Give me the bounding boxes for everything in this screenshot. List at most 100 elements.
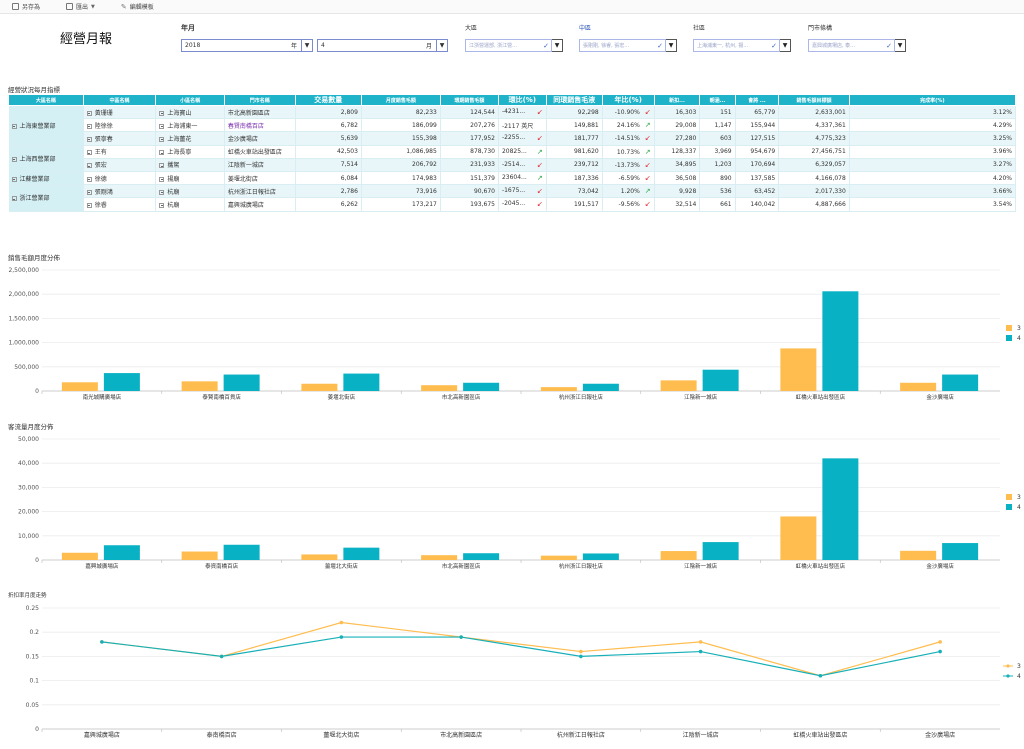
- bar-series-3[interactable]: [660, 380, 697, 391]
- collapse-icon[interactable]: [159, 189, 165, 195]
- collapse-icon[interactable]: [159, 136, 165, 142]
- bar-series-4[interactable]: [942, 543, 979, 560]
- bar-series-4[interactable]: [702, 542, 739, 560]
- mid-multiselect[interactable]: 張剛剛, 徐睿, 張宏... ✓ ▼: [579, 39, 677, 52]
- month-select[interactable]: 4 月 ▼: [317, 39, 448, 52]
- bar-series-4[interactable]: [343, 373, 380, 391]
- collapse-icon[interactable]: [86, 110, 92, 116]
- bar-series-4[interactable]: [223, 544, 260, 560]
- bar-series-3[interactable]: [780, 348, 817, 391]
- line-point[interactable]: [938, 649, 942, 654]
- chevron-down-icon[interactable]: ▼: [301, 40, 312, 51]
- bar-series-3[interactable]: [540, 555, 577, 560]
- column-header[interactable]: 門市名稱: [223, 94, 296, 106]
- bar-series-4[interactable]: [822, 291, 859, 391]
- bar-series-4[interactable]: [582, 383, 619, 391]
- column-header[interactable]: 銷售毛額目標額: [778, 94, 850, 106]
- column-header[interactable]: 小區名稱: [155, 94, 225, 106]
- bar-series-3[interactable]: [181, 551, 218, 560]
- region-cell[interactable]: 上海西營業部: [8, 145, 84, 172]
- column-header[interactable]: 朝涵...: [699, 94, 736, 106]
- bar-series-4[interactable]: [223, 374, 260, 391]
- collapse-icon[interactable]: [86, 202, 92, 208]
- line-point[interactable]: [698, 640, 703, 644]
- edit-template-button[interactable]: ✎ 編輯模板: [121, 2, 154, 12]
- bar-series-4[interactable]: [103, 373, 140, 391]
- column-header[interactable]: 年比(%): [601, 94, 655, 106]
- bar-series-4[interactable]: [103, 545, 140, 560]
- bar-series-3[interactable]: [61, 382, 98, 391]
- collapse-icon[interactable]: [159, 123, 165, 129]
- collapse-icon[interactable]: [159, 150, 165, 156]
- line-point[interactable]: [339, 620, 344, 625]
- area-field[interactable]: 江浙營運部, 浙江營... ✓: [465, 39, 552, 52]
- district-multiselect[interactable]: 上海浦東一, 杭州, 揚... ✓ ▼: [693, 39, 791, 52]
- line-point[interactable]: [219, 654, 224, 659]
- bar-series-4[interactable]: [822, 458, 859, 560]
- store-multiselect[interactable]: 嘉興城廣場店, 泰... ✓ ▼: [808, 39, 906, 52]
- bar-series-3[interactable]: [181, 381, 218, 391]
- chevron-down-icon[interactable]: ▼: [780, 39, 791, 52]
- export-button[interactable]: 匯出 ▼: [66, 2, 95, 11]
- collapse-icon[interactable]: [11, 156, 17, 162]
- collapse-icon[interactable]: [159, 176, 165, 182]
- bar-series-4[interactable]: [942, 374, 979, 391]
- collapse-icon[interactable]: [86, 163, 92, 169]
- chevron-down-icon[interactable]: ▼: [895, 39, 906, 52]
- line-point[interactable]: [698, 649, 703, 654]
- bar-series-3[interactable]: [900, 382, 937, 391]
- column-header[interactable]: 環比(%): [497, 94, 547, 106]
- year-select[interactable]: 2018 年 ▼: [181, 39, 313, 52]
- column-header[interactable]: 中區名稱: [82, 94, 157, 106]
- line-point[interactable]: [339, 635, 344, 639]
- line-point[interactable]: [579, 649, 583, 654]
- bar-series-4[interactable]: [702, 369, 739, 391]
- bar-series-3[interactable]: [61, 552, 98, 560]
- bar-series-3[interactable]: [421, 385, 458, 391]
- collapse-icon[interactable]: [86, 176, 92, 182]
- line-point[interactable]: [579, 654, 583, 659]
- save-as-button[interactable]: 另存為: [12, 2, 40, 11]
- bar-series-4[interactable]: [582, 553, 619, 560]
- region-cell[interactable]: 浙江營業部: [8, 184, 84, 212]
- district-field[interactable]: 上海浦東一, 杭州, 揚... ✓: [693, 39, 780, 52]
- collapse-icon[interactable]: [159, 202, 165, 208]
- collapse-icon[interactable]: [11, 176, 17, 182]
- bar-series-3[interactable]: [540, 387, 577, 391]
- region-cell[interactable]: 江蘇營業部: [8, 171, 84, 186]
- mid-field[interactable]: 張剛剛, 徐睿, 張宏... ✓: [579, 39, 666, 52]
- collapse-icon[interactable]: [86, 150, 92, 156]
- column-header[interactable]: 會將 ...: [734, 94, 780, 106]
- line-point[interactable]: [100, 640, 104, 644]
- bar-series-4[interactable]: [463, 553, 500, 560]
- line-point[interactable]: [818, 673, 823, 678]
- line-point[interactable]: [459, 635, 463, 639]
- bar-series-3[interactable]: [421, 555, 458, 560]
- bar-series-4[interactable]: [463, 382, 500, 391]
- bar-series-3[interactable]: [301, 554, 338, 560]
- collapse-icon[interactable]: [11, 196, 17, 202]
- bar-series-3[interactable]: [900, 550, 937, 560]
- collapse-icon[interactable]: [159, 163, 165, 169]
- region-cell[interactable]: 上海東營業部: [8, 105, 84, 146]
- bar-series-4[interactable]: [343, 547, 380, 560]
- collapse-icon[interactable]: [86, 136, 92, 142]
- collapse-icon[interactable]: [86, 189, 92, 195]
- collapse-icon[interactable]: [11, 123, 17, 129]
- area-multiselect[interactable]: 江浙營運部, 浙江營... ✓ ▼: [465, 39, 563, 52]
- bar-series-3[interactable]: [660, 551, 697, 560]
- column-header[interactable]: 新扣...: [653, 94, 701, 106]
- bar-series-3[interactable]: [780, 516, 817, 560]
- column-header[interactable]: 大區名稱: [8, 94, 84, 106]
- column-header[interactable]: 同環銷售毛液: [545, 94, 603, 106]
- collapse-icon[interactable]: [159, 110, 165, 116]
- column-header[interactable]: 完成率(%): [848, 94, 1017, 106]
- column-header[interactable]: 環期銷售毛額: [439, 94, 499, 106]
- store-field[interactable]: 嘉興城廣場店, 泰... ✓: [808, 39, 895, 52]
- bar-series-3[interactable]: [301, 383, 338, 391]
- column-header[interactable]: 月度銷售毛額: [360, 94, 441, 106]
- chevron-down-icon[interactable]: ▼: [666, 39, 677, 52]
- collapse-icon[interactable]: [86, 123, 92, 129]
- chevron-down-icon[interactable]: ▼: [436, 40, 447, 51]
- chevron-down-icon[interactable]: ▼: [552, 39, 563, 52]
